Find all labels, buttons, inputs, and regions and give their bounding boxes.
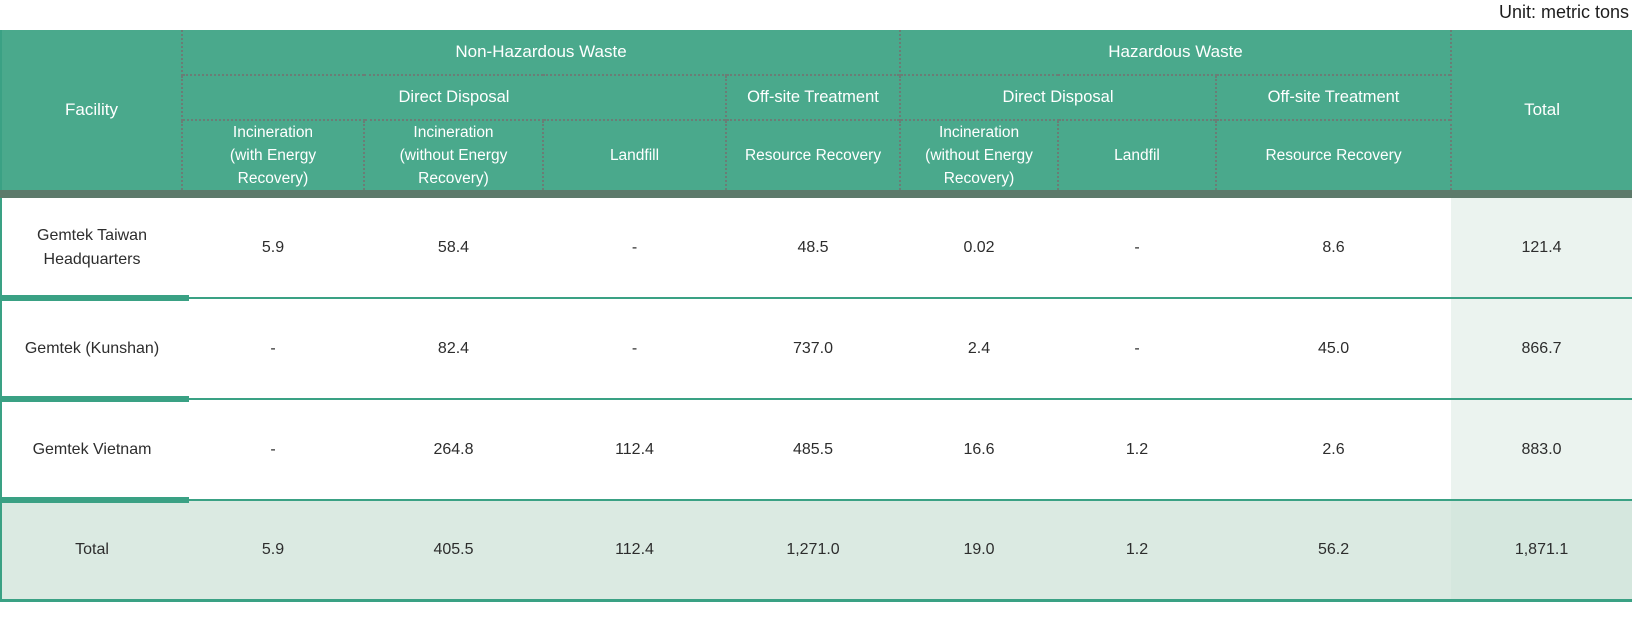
facility-underline	[0, 396, 189, 402]
column-header-nh-incineration-with-er: Incineration (with Energy Recovery)	[181, 119, 364, 198]
value-cell: 2.4	[900, 297, 1059, 399]
value-cell: 1.2	[1058, 398, 1217, 500]
group-header-hazardous: Hazardous Waste	[899, 30, 1452, 75]
grand-total-cell: 1,871.1	[1451, 499, 1632, 601]
table-body: Gemtek Taiwan Headquarters 5.9 58.4 - 48…	[0, 194, 1632, 601]
facility-column-header: Facility	[1, 30, 182, 198]
column-header-nh-resource-recovery: Resource Recovery	[724, 119, 901, 198]
total-value-cell: 5.9	[182, 499, 364, 601]
total-value-cell: 112.4	[543, 499, 726, 601]
row-total-cell: 121.4	[1451, 194, 1632, 298]
subgroup-header-hz-offsite-treatment: Off-site Treatment	[1215, 74, 1452, 120]
table-row-total: Total 5.9 405.5 112.4 1,271.0 19.0 1.2 5…	[1, 499, 1632, 601]
row-total-cell: 883.0	[1451, 398, 1632, 500]
column-header-hz-incineration-without-er: Incineration (without Energy Recovery)	[899, 119, 1059, 198]
total-value-cell: 56.2	[1216, 499, 1452, 601]
value-cell: -	[182, 398, 364, 500]
value-cell: 58.4	[364, 194, 543, 298]
subgroup-header-nh-direct-disposal: Direct Disposal	[181, 74, 726, 120]
facility-label: Gemtek Vietnam	[32, 440, 152, 458]
header-row-columns: Incineration (with Energy Recovery) Inci…	[1, 119, 1632, 198]
table-row-gemtek-taiwan: Gemtek Taiwan Headquarters 5.9 58.4 - 48…	[0, 194, 1632, 301]
value-cell: 264.8	[364, 398, 543, 500]
row-total-cell: 866.7	[1451, 297, 1632, 399]
value-cell: 0.02	[900, 194, 1059, 298]
column-header-nh-landfill: Landfill	[542, 119, 726, 198]
value-cell: -	[182, 297, 364, 399]
subgroup-header-nh-offsite-treatment: Off-site Treatment	[724, 74, 901, 120]
table-row-gemtek-vietnam: Gemtek Vietnam - 264.8 112.4 485.5 16.6 …	[0, 398, 1632, 503]
group-header-non-hazardous: Non-Hazardous Waste	[180, 30, 901, 75]
table-row-gemtek-kunshan: Gemtek (Kunshan) - 82.4 - 737.0 2.4 - 45…	[0, 297, 1632, 402]
value-cell: 2.6	[1216, 398, 1452, 500]
facility-underline	[0, 295, 189, 301]
subgroup-header-hz-direct-disposal: Direct Disposal	[899, 74, 1217, 120]
waste-table: Facility Non-Hazardous Waste Hazardous W…	[0, 30, 1632, 602]
facility-cell: Gemtek (Kunshan)	[0, 297, 189, 402]
header-row-groups: Facility Non-Hazardous Waste Hazardous W…	[1, 30, 1632, 198]
total-column-header: Total	[1450, 30, 1632, 198]
total-row-label: Total	[1, 499, 182, 601]
column-header-hz-resource-recovery: Resource Recovery	[1215, 119, 1452, 198]
value-cell: -	[543, 297, 726, 399]
total-value-cell: 1,271.0	[726, 499, 901, 601]
value-cell: 48.5	[726, 194, 901, 298]
total-value-cell: 405.5	[364, 499, 543, 601]
facility-underline	[0, 497, 189, 503]
value-cell: 485.5	[726, 398, 901, 500]
value-cell: 45.0	[1216, 297, 1452, 399]
facility-label: Gemtek (Kunshan)	[24, 339, 160, 357]
value-cell: 8.6	[1216, 194, 1452, 298]
value-cell: 16.6	[900, 398, 1059, 500]
unit-note: Unit: metric tons	[1498, 2, 1629, 22]
column-header-hz-landfil: Landfil	[1057, 119, 1217, 198]
total-value-cell: 19.0	[900, 499, 1059, 601]
total-value-cell: 1.2	[1058, 499, 1217, 601]
value-cell: -	[1058, 297, 1217, 399]
table-header: Facility Non-Hazardous Waste Hazardous W…	[1, 30, 1632, 198]
facility-cell: Gemtek Taiwan Headquarters	[0, 194, 189, 301]
facility-label: Gemtek Taiwan Headquarters	[37, 226, 147, 268]
value-cell: 112.4	[543, 398, 726, 500]
value-cell: 737.0	[726, 297, 901, 399]
value-cell: -	[543, 194, 726, 298]
value-cell: 82.4	[364, 297, 543, 399]
column-header-nh-incineration-without-er: Incineration (without Energy Recovery)	[363, 119, 543, 198]
header-row-subgroups: Direct Disposal Off-site Treatment Direc…	[1, 74, 1632, 120]
facility-cell: Gemtek Vietnam	[0, 398, 189, 503]
value-cell: -	[1058, 194, 1217, 298]
value-cell: 5.9	[182, 194, 364, 298]
